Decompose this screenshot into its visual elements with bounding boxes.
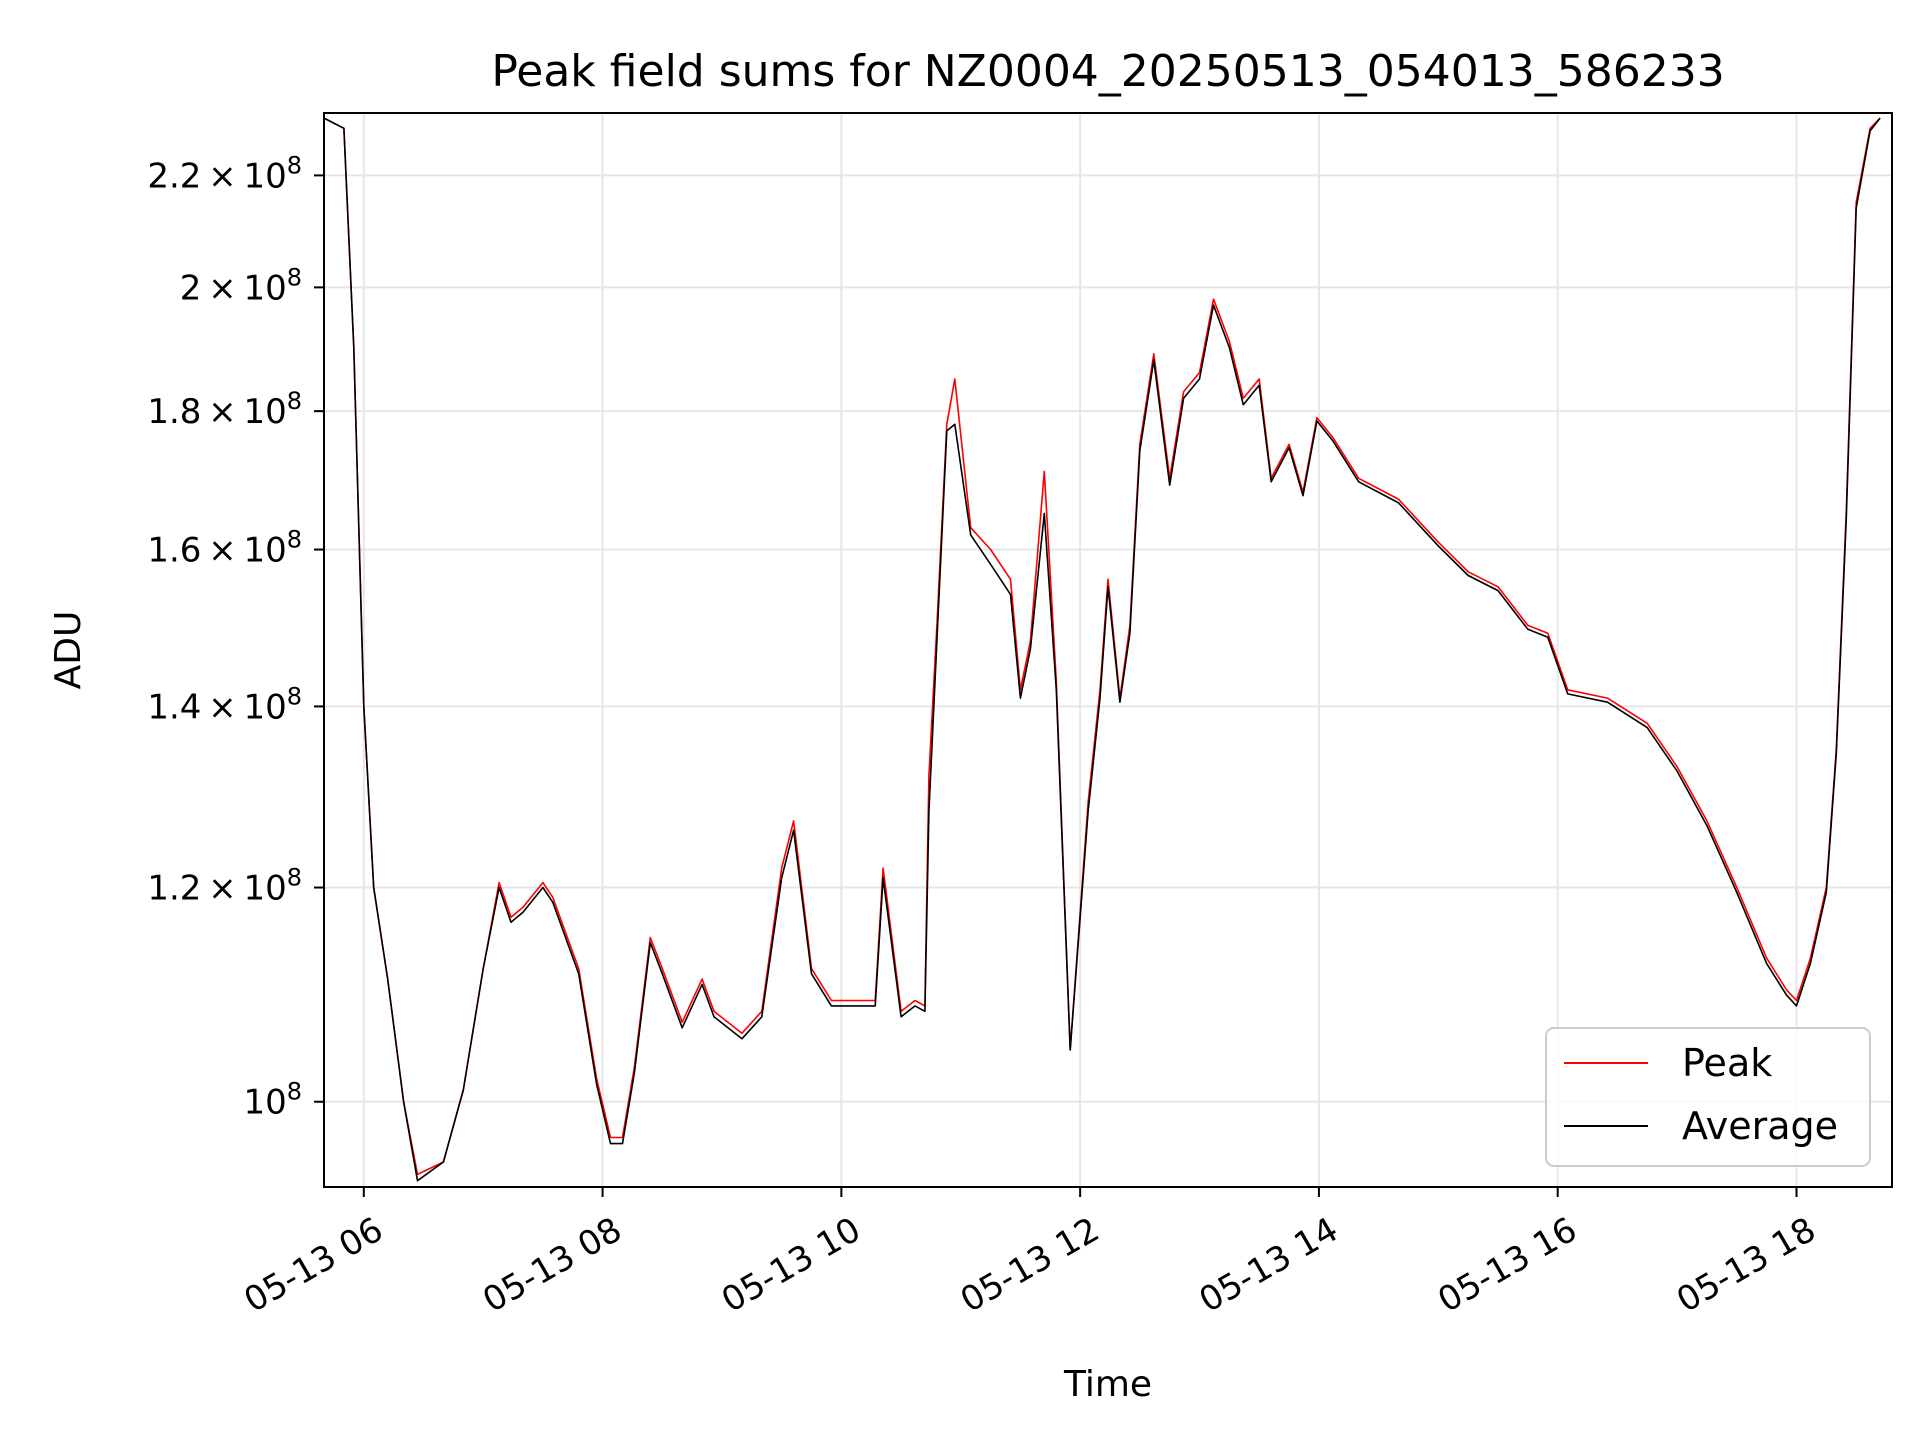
legend-label-peak: Peak — [1682, 1041, 1772, 1085]
y-tick-label-exponent: 8 — [287, 387, 302, 415]
y-tick-label-base: 2 × 10 — [180, 268, 287, 308]
y-tick-label-base: 1.8 × 10 — [147, 392, 286, 432]
y-tick-label-exponent: 8 — [287, 526, 302, 554]
y-tick-label-base: 1.6 × 10 — [147, 531, 286, 571]
y-tick-label: 1.8 × 108 — [147, 387, 302, 432]
series-layer — [324, 117, 1881, 1182]
y-axis-title: ADU — [48, 611, 89, 690]
y-tick-label-exponent: 8 — [287, 1078, 302, 1106]
y-tick-label-base: 1.2 × 10 — [147, 869, 286, 909]
chart-title: Peak field sums for NZ0004_20250513_0540… — [491, 46, 1724, 97]
y-tick-label-exponent: 8 — [287, 263, 302, 291]
legend: Peak Average — [1545, 1027, 1871, 1167]
series-line-peak — [324, 117, 1881, 1176]
y-tick-label: 108 — [243, 1078, 302, 1123]
y-tick-label-exponent: 8 — [287, 682, 302, 710]
plot-frame — [323, 112, 1893, 1188]
y-tick-label: 2 × 108 — [180, 263, 302, 308]
y-tick-label-exponent: 8 — [287, 151, 302, 179]
legend-label-average: Average — [1682, 1104, 1838, 1148]
y-tick-label-base: 10 — [243, 1083, 286, 1123]
y-tick-label-base: 1.4 × 10 — [147, 687, 286, 727]
y-tick-label-exponent: 8 — [287, 864, 302, 892]
y-tick-label: 2.2 × 108 — [147, 151, 302, 196]
y-tick-label: 1.6 × 108 — [147, 526, 302, 571]
series-line-average — [324, 117, 1881, 1182]
grid — [324, 113, 1892, 1187]
y-tick-label-base: 2.2 × 10 — [147, 156, 286, 196]
y-tick-label: 1.2 × 108 — [147, 864, 302, 909]
x-axis-title: Time — [1063, 1364, 1152, 1405]
y-tick-label: 1.4 × 108 — [147, 682, 302, 727]
